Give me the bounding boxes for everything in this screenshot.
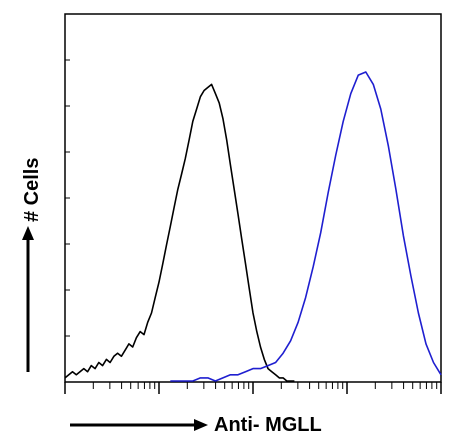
x-axis-ticks bbox=[64, 382, 442, 394]
histogram-series-1 bbox=[64, 83, 295, 382]
y-axis-ticks bbox=[65, 13, 70, 383]
series-layer bbox=[64, 71, 442, 382]
histogram-series-2 bbox=[170, 71, 442, 382]
y-axis-arrowhead bbox=[22, 226, 34, 240]
x-axis-label: Anti- MGLL bbox=[214, 414, 322, 436]
plot-frame bbox=[64, 13, 442, 383]
x-axis-arrowhead bbox=[194, 419, 208, 431]
y-axis-label: # Cells bbox=[21, 158, 43, 222]
